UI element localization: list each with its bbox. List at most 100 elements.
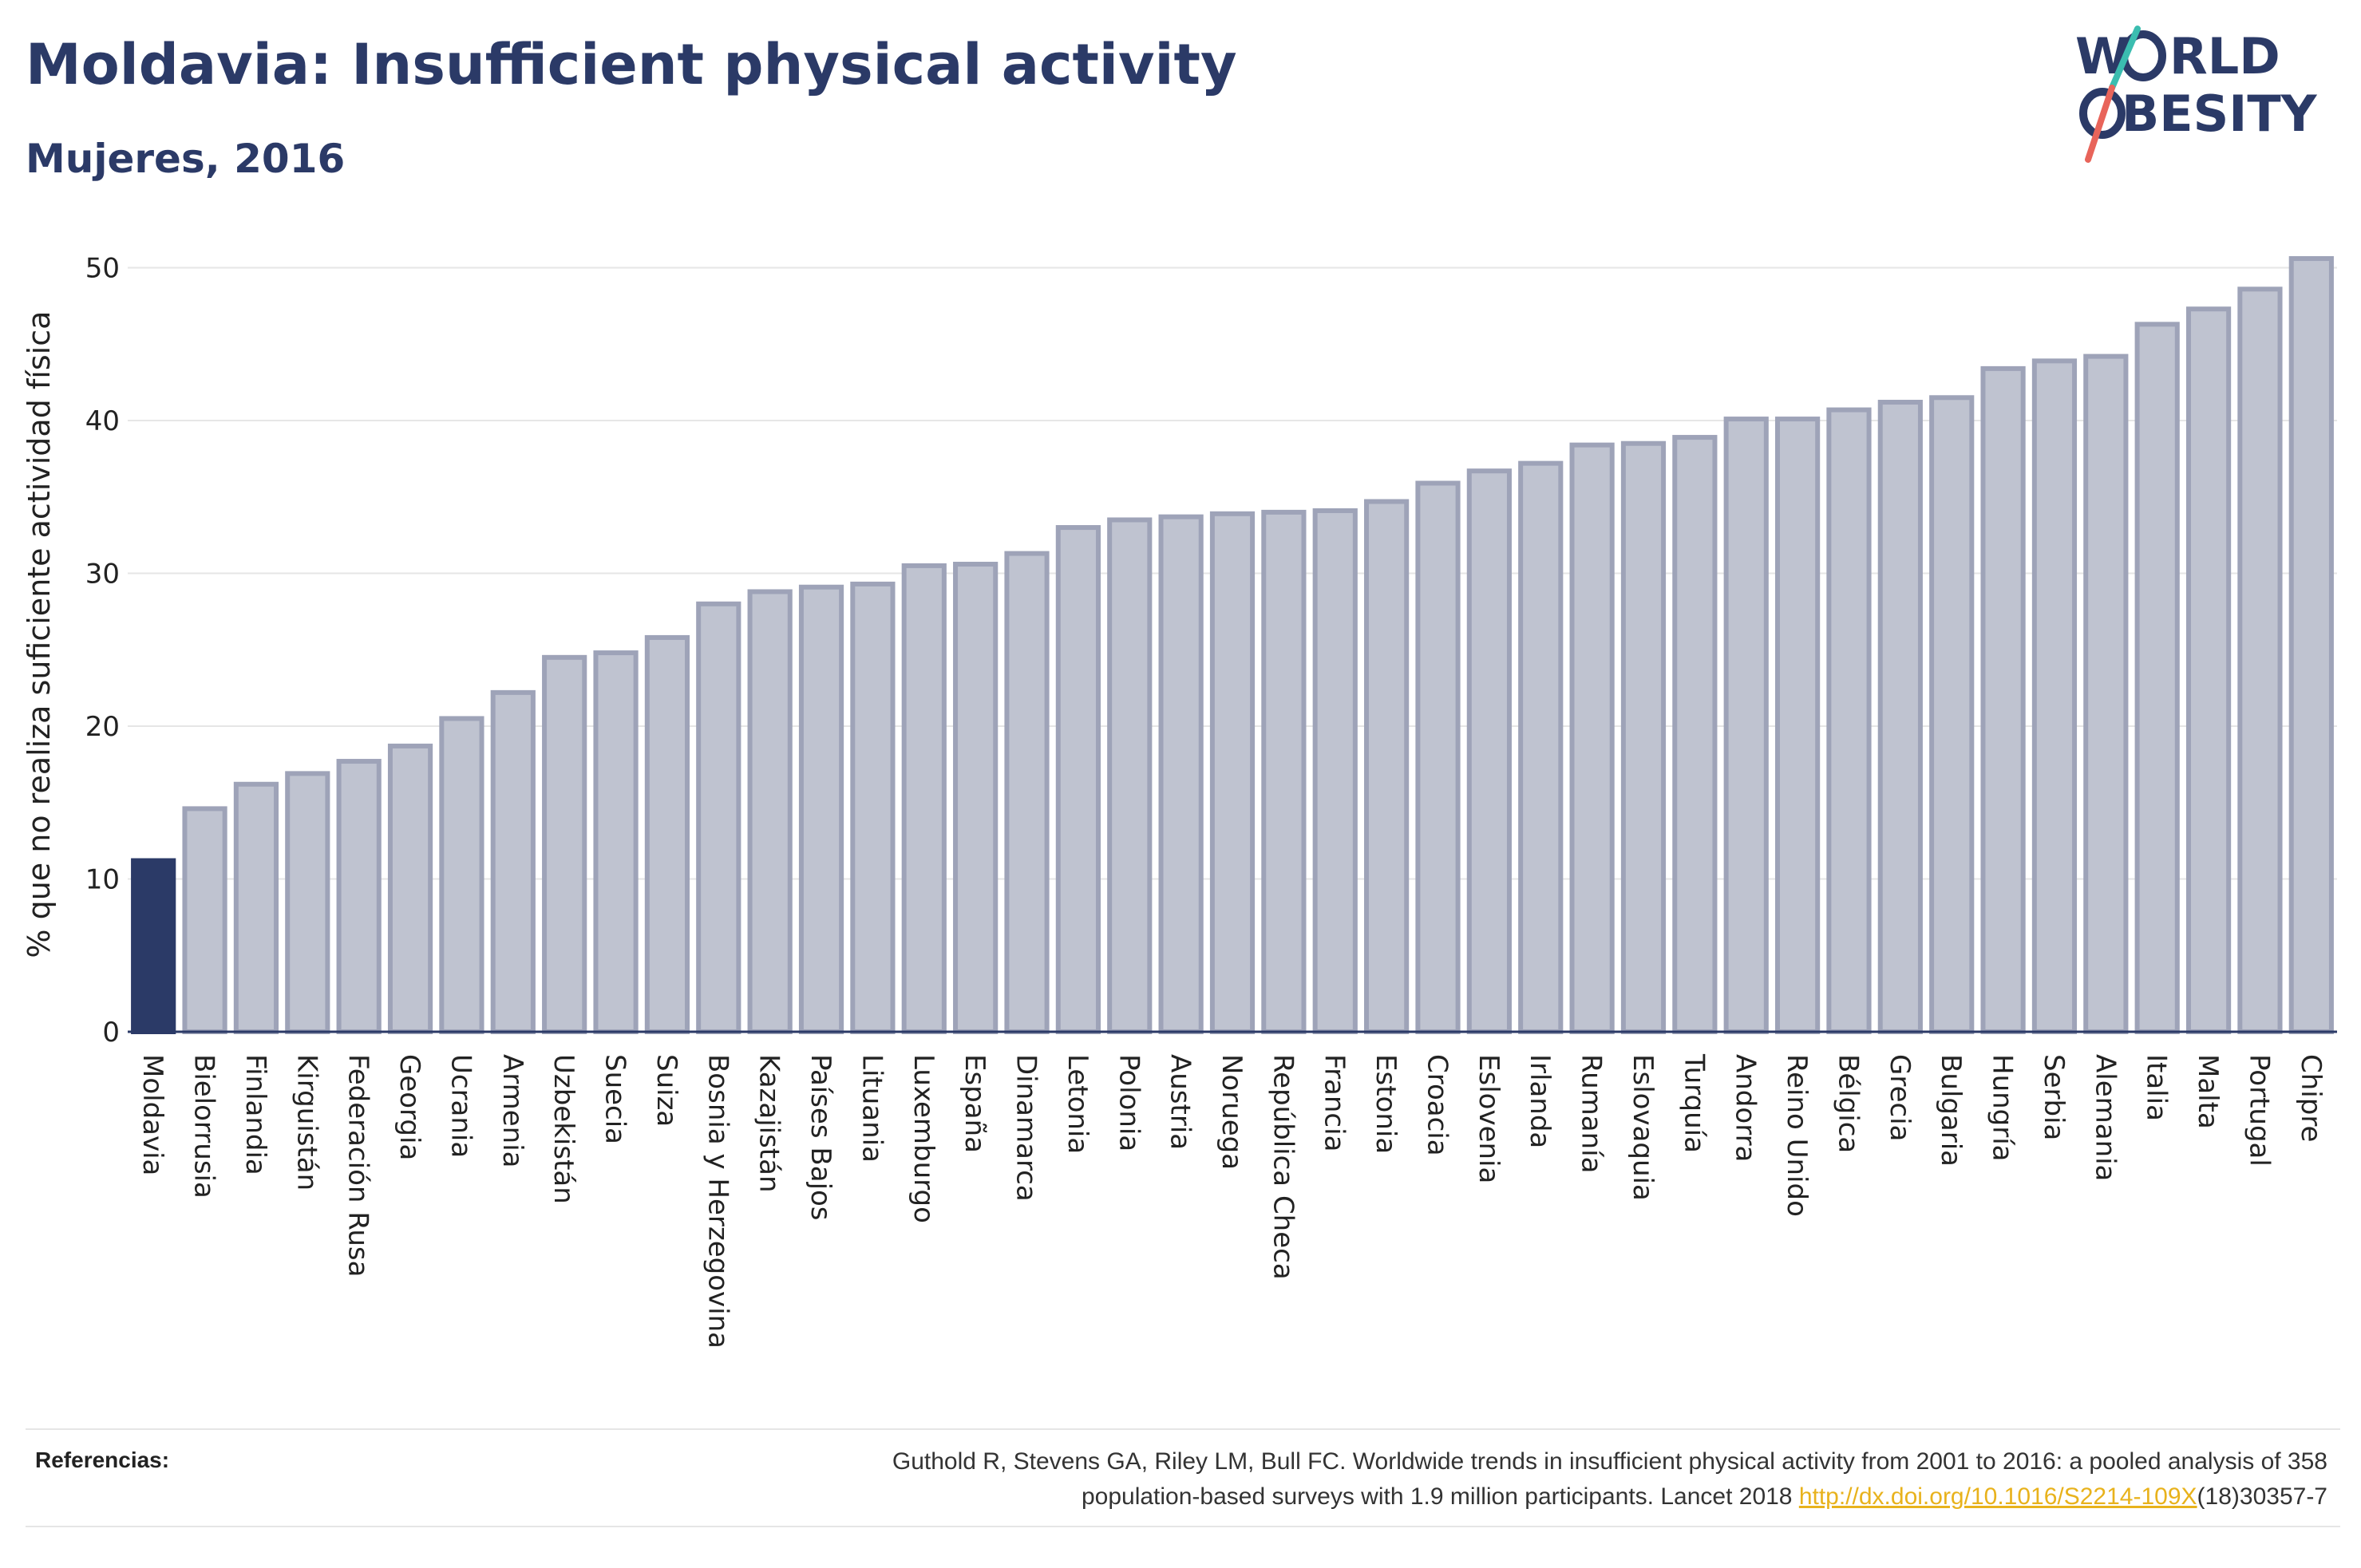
bar: [1569, 442, 1615, 1034]
x-tick-label: Kirguistán: [291, 1054, 322, 1191]
bar-chart: 0 10 20 30 40 50 Moldavia Bielorrusia Finlandia K…: [22, 253, 2337, 1349]
bar: [1518, 460, 1564, 1034]
x-tick-label: Letonia: [1062, 1054, 1093, 1154]
x-tick-label: Andorra: [1730, 1054, 1762, 1162]
bar: [1055, 525, 1101, 1034]
x-tick-label: Dinamarca: [1010, 1054, 1042, 1202]
x-tick-label: Luxemburgo: [908, 1054, 939, 1223]
bar-highlight: [131, 858, 176, 1035]
svg-text:RLD: RLD: [2169, 27, 2280, 85]
bar: [387, 743, 433, 1035]
bar: [1980, 365, 2026, 1034]
bar: [2237, 286, 2283, 1034]
bar: [285, 771, 330, 1034]
bar: [1672, 435, 1718, 1034]
x-tick-label: Alemania: [2089, 1054, 2121, 1181]
references-text: Guthold R, Stevens GA, Riley LM, Bull FC…: [492, 1444, 2327, 1515]
bar: [2134, 322, 2180, 1035]
bar: [2031, 358, 2078, 1034]
x-tick-label: Suecia: [599, 1054, 631, 1144]
reference-line-2-suffix: (18)30357-7: [2197, 1483, 2327, 1510]
bar: [1107, 517, 1153, 1034]
x-tick-label: Bielorrusia: [188, 1054, 220, 1199]
footer-divider-top: [26, 1428, 2340, 1430]
chart-title: Moldavia: Insufficient physical activity: [26, 32, 1237, 97]
x-tick-label: Reino Unido: [1781, 1054, 1813, 1217]
bar: [1415, 480, 1461, 1034]
x-tick-label: Estonia: [1370, 1054, 1402, 1154]
x-tick-label: Eslovaquia: [1627, 1054, 1659, 1201]
x-tick-label: Kazajistán: [753, 1054, 785, 1193]
x-tick-label: Armenia: [496, 1054, 528, 1168]
bar: [644, 634, 690, 1034]
x-tick-label: España: [959, 1054, 991, 1153]
bar: [1004, 551, 1050, 1034]
bar: [2185, 306, 2232, 1034]
x-tick-label: Portugal: [2243, 1054, 2275, 1167]
bar: [490, 689, 536, 1034]
x-tick-label: República Checa: [1267, 1054, 1299, 1280]
bar: [1826, 407, 1872, 1034]
bar: [1929, 395, 1975, 1034]
bar: [2288, 256, 2334, 1034]
x-tick-label: Ucrania: [445, 1054, 477, 1158]
x-tick-label: Grecia: [1884, 1054, 1916, 1141]
bar: [1774, 417, 1821, 1034]
x-tick-label: Lituania: [856, 1054, 888, 1163]
bar: [1261, 509, 1307, 1034]
bar: [696, 601, 742, 1034]
y-tick-label: 0: [102, 1017, 120, 1049]
x-tick-label: Rumanía: [1576, 1054, 1608, 1173]
x-tick-label: Irlanda: [1524, 1054, 1556, 1148]
bar: [747, 589, 793, 1034]
chart-subtitle: Mujeres, 2016: [26, 136, 346, 182]
bar: [1158, 514, 1204, 1034]
bar: [1312, 508, 1358, 1034]
bar: [1209, 511, 1256, 1034]
y-tick-label: 10: [85, 864, 120, 896]
bar: [542, 654, 587, 1034]
bar: [1877, 400, 1923, 1034]
doi-link[interactable]: http://dx.doi.org/10.1016/S2214-109X: [1798, 1483, 2197, 1510]
x-tick-label: Austria: [1165, 1054, 1196, 1150]
x-tick-label: Bosnia y Herzegovina: [702, 1054, 734, 1349]
y-tick-label: 40: [85, 405, 120, 437]
x-tick-label: Noruega: [1216, 1054, 1248, 1170]
y-tick-label: 50: [85, 253, 120, 285]
bar: [1620, 440, 1667, 1034]
reference-line-2: population-based surveys with 1.9 millio…: [1081, 1483, 1799, 1510]
x-tick-label: Moldavia: [136, 1054, 168, 1175]
x-tick-label: Países Bajos: [805, 1054, 836, 1221]
bar: [798, 584, 844, 1034]
x-tick-label: Italia: [2141, 1054, 2173, 1121]
x-tick-label: Georgia: [394, 1054, 425, 1160]
bar: [182, 806, 227, 1034]
x-tick-label: Bulgaria: [1935, 1054, 1967, 1167]
y-axis-label: % que no realiza suficiente actividad fí…: [22, 311, 57, 958]
y-tick-label: 30: [85, 559, 120, 590]
svg-text:BESITY: BESITY: [2122, 85, 2318, 143]
x-tick-label: Eslovenia: [1473, 1054, 1505, 1183]
x-tick-label: Uzbekistán: [548, 1054, 579, 1204]
x-tick-label: Bélgica: [1832, 1054, 1864, 1153]
bar: [1466, 468, 1512, 1034]
bar: [901, 563, 947, 1034]
x-tick-label: Francia: [1319, 1054, 1351, 1151]
world-obesity-logo: W RLD BESITY: [2075, 26, 2318, 163]
references-label: Referencias:: [35, 1448, 170, 1472]
bar: [439, 716, 484, 1034]
x-tick-label: Malta: [2192, 1054, 2224, 1129]
bar: [953, 562, 999, 1034]
bar: [850, 581, 896, 1034]
y-tick-label: 20: [85, 711, 120, 743]
bar: [1364, 499, 1410, 1034]
x-tick-label: Suiza: [651, 1054, 682, 1127]
x-tick-label: Polonia: [1113, 1054, 1145, 1151]
x-tick-label: Serbia: [2038, 1054, 2070, 1140]
bar: [336, 759, 382, 1034]
reference-line-1: Guthold R, Stevens GA, Riley LM, Bull FC…: [892, 1448, 2327, 1475]
bar: [1723, 417, 1769, 1034]
x-tick-label: Chipre: [2295, 1054, 2327, 1142]
x-tick-label: Federación Rusa: [342, 1054, 374, 1277]
bar: [593, 650, 639, 1035]
